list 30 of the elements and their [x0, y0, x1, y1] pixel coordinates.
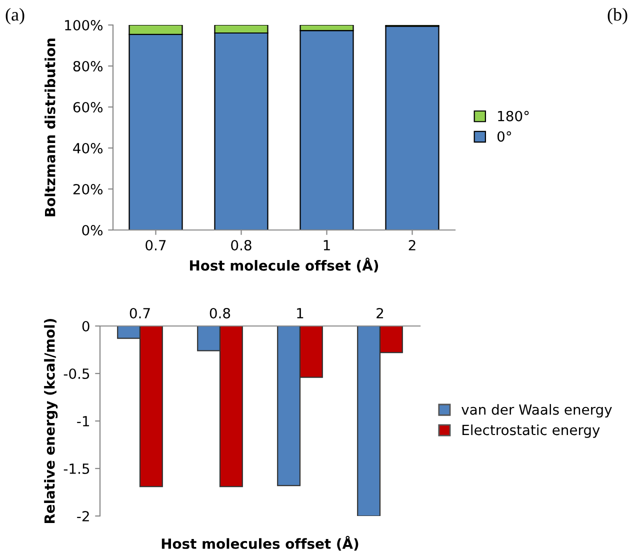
y-tick-label: 100%	[65, 20, 103, 30]
y-tick-label: 20%	[73, 184, 103, 194]
legend-label: 180°	[498, 110, 529, 122]
x-tick-label: 2	[376, 308, 384, 318]
legend-label: Electrostatic energy	[462, 424, 600, 438]
y-tick-label: -1.5	[64, 464, 90, 474]
x-tick-label: 0.7	[146, 240, 166, 250]
x-axis-title: Host molecule offset (Å)	[190, 258, 378, 272]
x-tick-label: 0.7	[130, 308, 150, 318]
text: (a)	[6, 8, 24, 24]
x-tick-label: 1	[324, 240, 330, 250]
y-tick-label: -0.5	[64, 368, 90, 379]
x-tick-label: 2	[408, 240, 416, 250]
y-tick-label: 80%	[73, 60, 103, 72]
y-axis-title: Relative energy (kcal/mol)	[44, 318, 58, 523]
y-axis-title: Boltzmann distribution	[44, 38, 56, 216]
x-tick-label: 1	[297, 308, 304, 318]
y-tick-label: 60%	[73, 102, 103, 112]
legend-label: 0°	[497, 131, 512, 142]
legend-label: van der Waals energy	[462, 404, 612, 418]
y-tick-label: -2	[77, 510, 89, 522]
bar	[385, 26, 440, 230]
x-axis-title: Host molecules offset (Å)	[162, 536, 358, 551]
text: (b)	[608, 8, 628, 24]
y-tick-label: 0	[82, 320, 90, 332]
x-tick-label: 0.8	[210, 308, 230, 318]
y-tick-label: 0%	[82, 224, 103, 236]
y-tick-label: 40%	[73, 142, 103, 154]
x-tick-label: 0.8	[231, 240, 252, 250]
y-tick-label: -1	[77, 416, 89, 426]
